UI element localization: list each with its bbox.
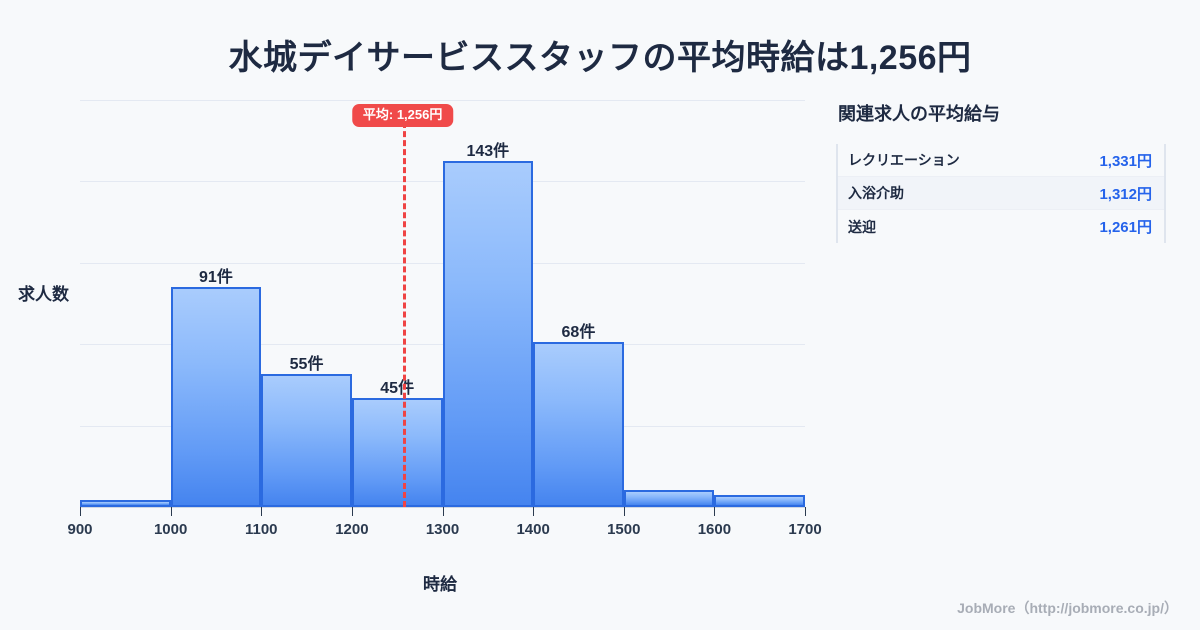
bar-value-label: 45件 [380, 379, 415, 397]
page-title: 水城デイサービススタッフの平均時給は1,256円 [228, 39, 972, 77]
x-axis-tick [533, 507, 535, 516]
footer-watermark: JobMore（http://jobmore.co.jp/） [957, 600, 1178, 616]
related-salary-table: レクリエーション 1,331円入浴介助 1,312円送迎 1,261円 [836, 144, 1166, 243]
related-salary-label: レクリエーション [848, 152, 960, 168]
x-axis-tick [714, 507, 716, 516]
table-row: 送迎 1,261円 [838, 210, 1164, 243]
x-axis-tick-label: 1300 [425, 521, 460, 538]
histogram-bar [533, 342, 624, 507]
x-axis-tick-label: 1400 [516, 521, 550, 538]
x-axis-tick [805, 507, 806, 516]
x-axis-tick-label: 1600 [697, 521, 732, 538]
related-salary-label: 入浴介助 [848, 185, 904, 201]
bar-value-label: 55件 [289, 355, 324, 373]
mean-badge: 平均: 1,256円 [351, 104, 454, 128]
histogram-chart: 91件 55件 45件 143件 68件 900 1000 1100 1200 1300 1400… [18, 100, 822, 594]
histogram-bar [351, 397, 443, 507]
x-axis-tick [442, 507, 444, 516]
x-axis-tick [351, 507, 353, 516]
histogram-bar [623, 490, 715, 507]
x-axis-tick-label: 1500 [607, 521, 641, 538]
x-axis-tick [80, 507, 81, 516]
bar-value-label: 143件 [466, 142, 510, 160]
gridline [80, 100, 805, 101]
related-salary-value: 1,261円 [1099, 219, 1152, 236]
x-axis-tick-label: 1200 [335, 521, 369, 538]
x-axis-tick-label: 1100 [244, 521, 278, 538]
x-axis-tick [170, 507, 172, 516]
related-salary-label: 送迎 [848, 218, 876, 235]
histogram-bar [170, 286, 262, 507]
x-axis-title: 時給 [423, 575, 457, 594]
y-axis-title: 求人数 [18, 285, 69, 304]
x-axis-tick-label: 900 [67, 521, 93, 538]
histogram-bar [442, 160, 534, 507]
related-salary-value: 1,312円 [1099, 185, 1152, 203]
table-row: 入浴介助 1,312円 [838, 177, 1164, 210]
related-salary-title: 関連求人の平均給与 [838, 104, 1000, 124]
histogram-bar [80, 499, 171, 507]
x-axis-tick [261, 507, 263, 516]
table-row: レクリエーション 1,331円 [838, 144, 1164, 177]
bar-value-label: 91件 [199, 268, 233, 286]
bar-value-label: 68件 [561, 324, 596, 342]
related-salary-value: 1,331円 [1099, 152, 1152, 170]
histogram-bar [714, 494, 805, 507]
mean-line [402, 104, 406, 507]
histogram-bar [261, 373, 352, 507]
x-axis-tick-label: 1000 [153, 521, 188, 538]
x-axis-tick-label: 1700 [788, 521, 822, 538]
x-axis-tick [623, 507, 625, 516]
related-salary-panel: 関連求人の平均給与 レクリエーション 1,331円入浴介助 1,312円送迎 1,26… [836, 100, 1166, 243]
